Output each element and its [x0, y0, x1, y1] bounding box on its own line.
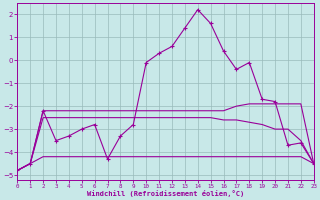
X-axis label: Windchill (Refroidissement éolien,°C): Windchill (Refroidissement éolien,°C)	[87, 190, 244, 197]
